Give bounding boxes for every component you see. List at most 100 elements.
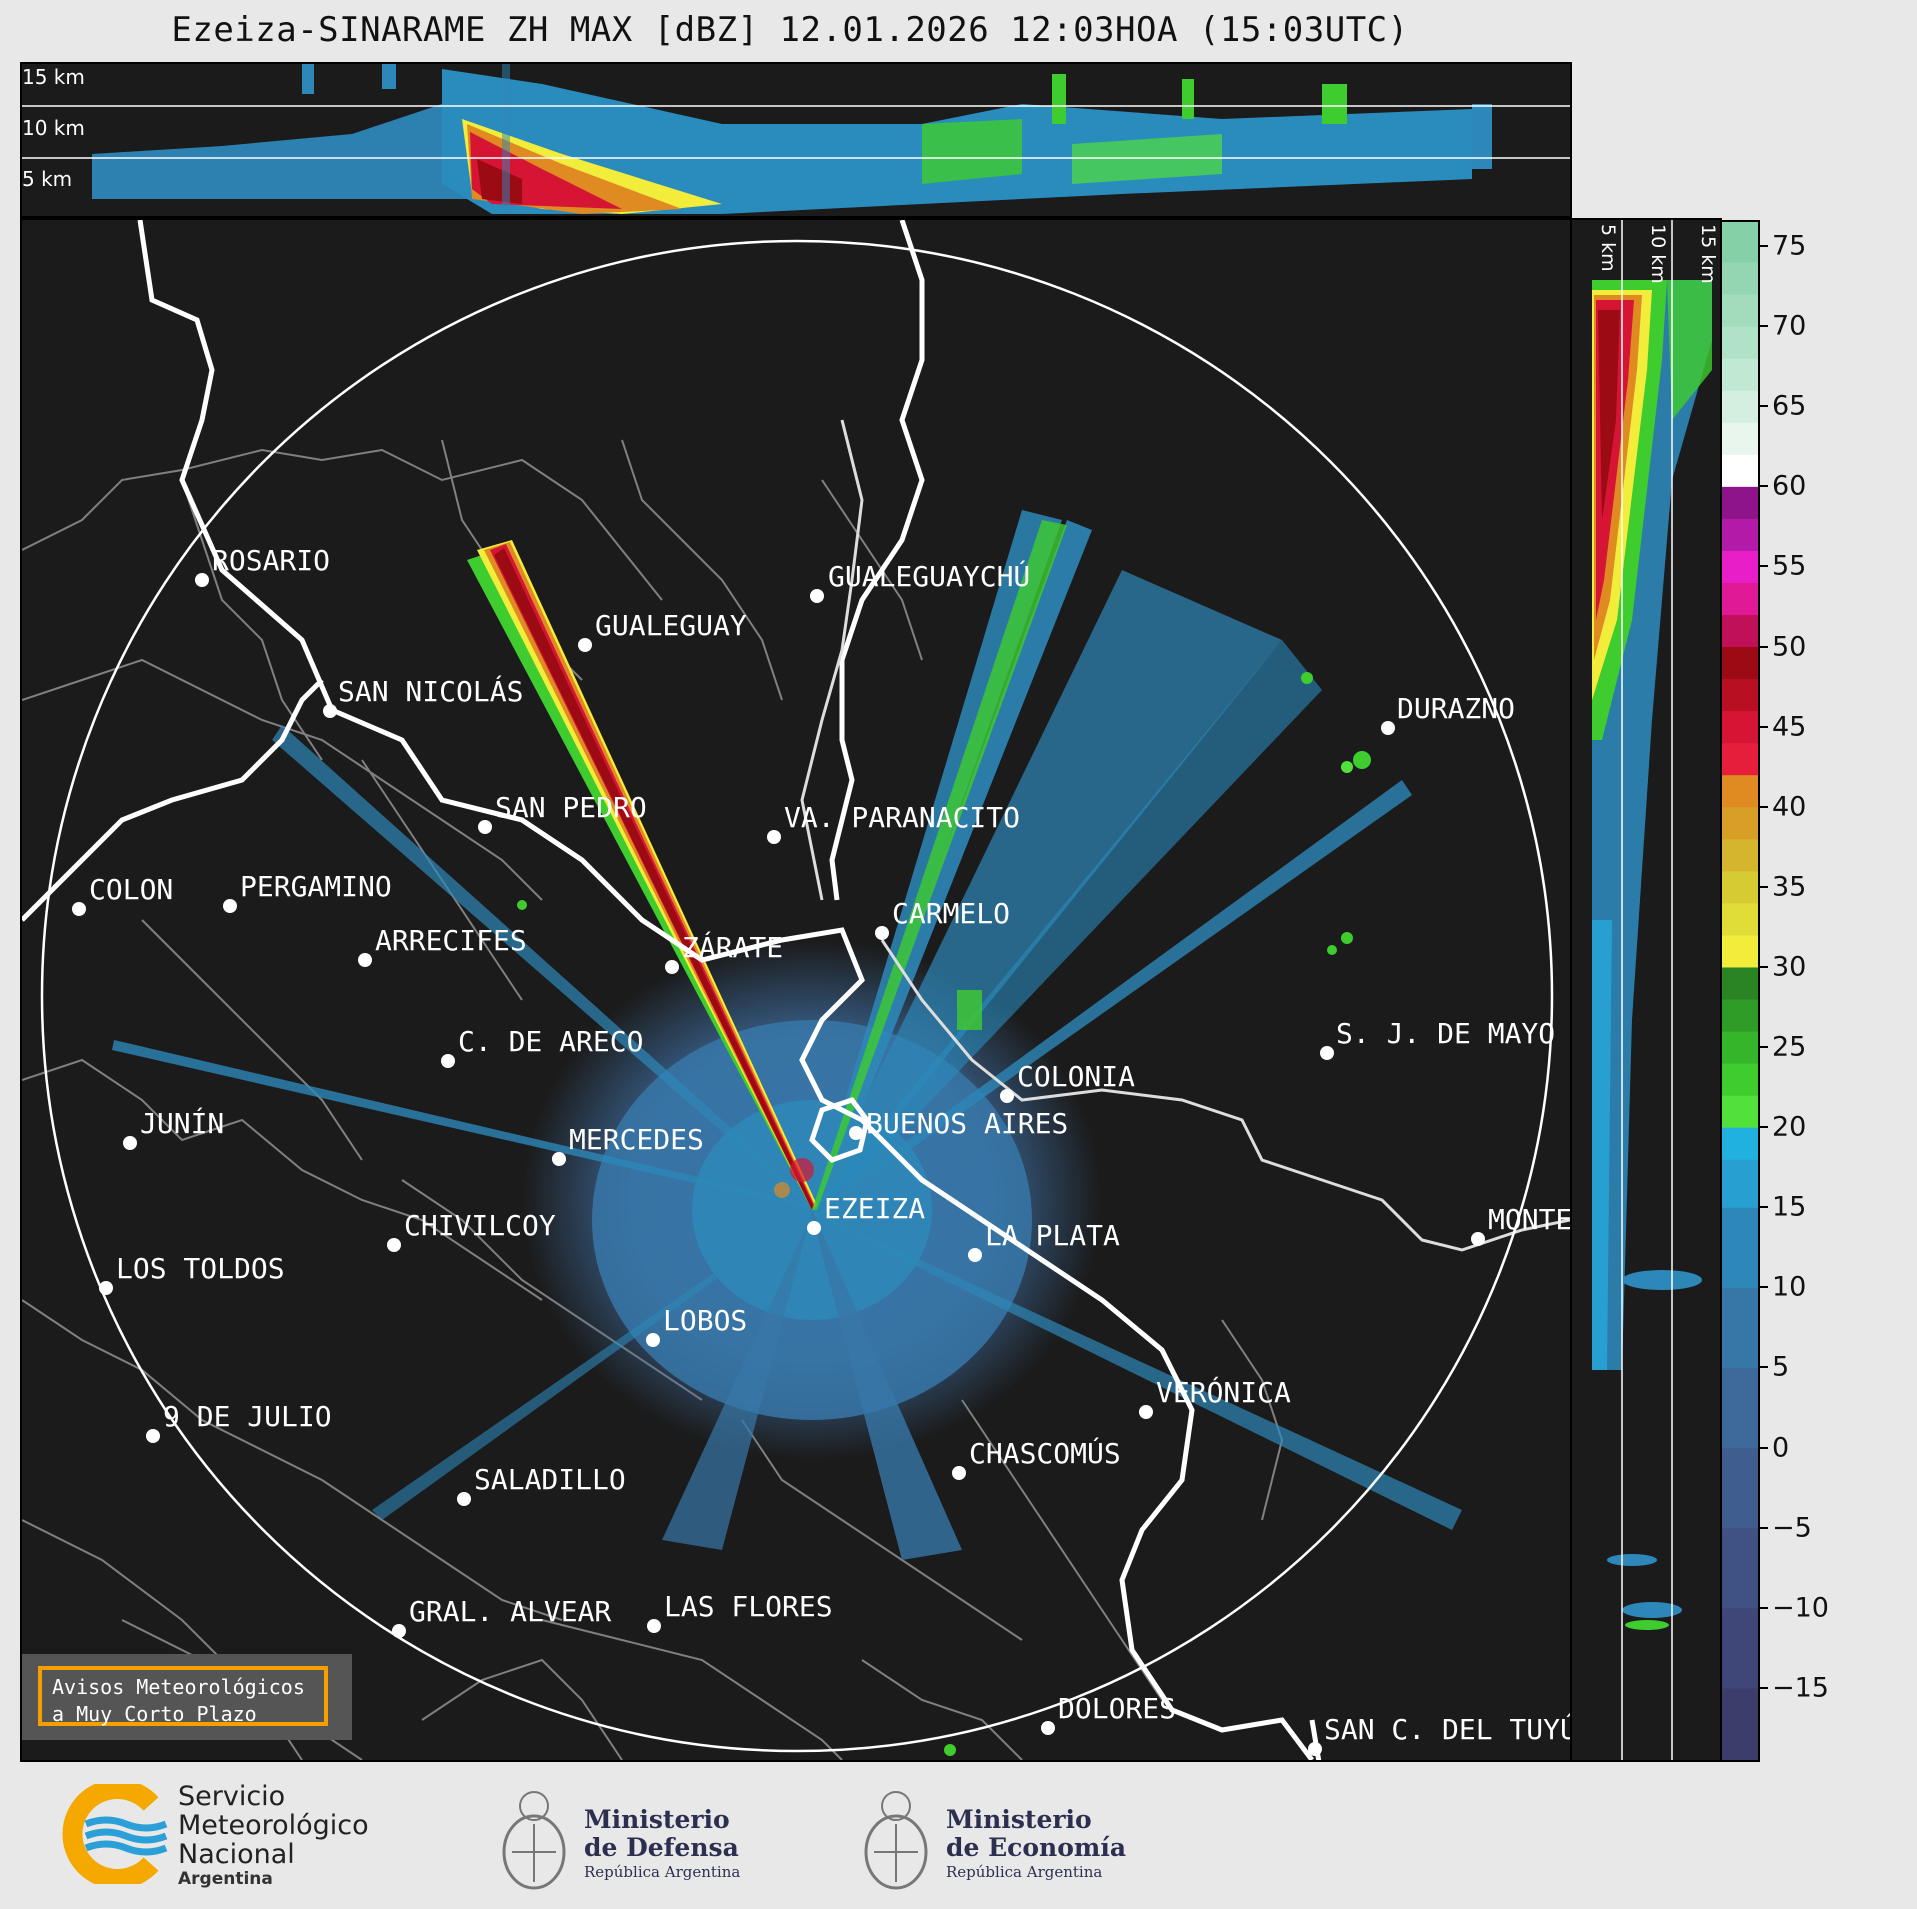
city-marker[interactable]: LOBOS (646, 1304, 747, 1347)
colorbar-band (1722, 1687, 1758, 1761)
warnings-box[interactable]: Avisos Meteorológicos a Muy Corto Plazo (22, 1654, 352, 1740)
city-dot[interactable] (875, 926, 889, 940)
city-dot[interactable] (195, 573, 209, 587)
defensa-sub: República Argentina (584, 1863, 741, 1881)
city-dot[interactable] (123, 1136, 137, 1150)
city-marker[interactable]: ARRECIFES (358, 924, 527, 967)
city-dot[interactable] (478, 820, 492, 834)
city-dot[interactable] (810, 589, 824, 603)
city-dot[interactable] (72, 902, 86, 916)
city-dot[interactable] (849, 1126, 863, 1140)
economia-line-2: de Economía (946, 1833, 1127, 1862)
colorbar-band (1722, 1063, 1758, 1096)
city-dot[interactable] (99, 1281, 113, 1295)
city-marker[interactable]: SALADILLO (457, 1463, 626, 1506)
city-dot[interactable] (968, 1248, 982, 1262)
colorbar-tick-label: 70 (1772, 310, 1807, 342)
city-dot[interactable] (1000, 1089, 1014, 1103)
city-marker[interactable]: BUENOS AIRES (849, 1107, 1068, 1140)
city-marker[interactable]: DURAZNO (1381, 692, 1515, 735)
city-dot[interactable] (1041, 1721, 1055, 1735)
city-dot[interactable] (952, 1466, 966, 1480)
defensa-line-2: de Defensa (584, 1833, 739, 1862)
city-dot[interactable] (1320, 1046, 1334, 1060)
colorbar-tick (1758, 485, 1768, 488)
city-marker[interactable]: MONTEVIDEO (1471, 1203, 1570, 1246)
city-marker[interactable]: CARMELO (875, 897, 1010, 940)
city-label: JUNÍN (140, 1106, 224, 1140)
side-alt-label-5km: 5 km (1597, 224, 1619, 272)
city-dot[interactable] (1308, 1742, 1322, 1756)
city-marker[interactable]: GUALEGUAY (578, 609, 747, 652)
city-marker[interactable]: CHIVILCOY (387, 1209, 556, 1252)
city-marker[interactable]: EZEIZA (807, 1192, 925, 1235)
city-dot[interactable] (807, 1221, 821, 1235)
colorbar-tick (1758, 1366, 1768, 1369)
city-dot[interactable] (387, 1238, 401, 1252)
city-dot[interactable] (392, 1624, 406, 1638)
city-label: LAS FLORES (664, 1590, 833, 1623)
city-dot[interactable] (441, 1054, 455, 1068)
radar-map-panel[interactable]: ROSARIO GUALEGUAYCHÚ GUALEGUAY SAN NICOLÁS D… (20, 218, 1572, 1762)
city-marker[interactable]: C. DE ARECO (441, 1025, 643, 1068)
city-marker[interactable]: ROSARIO (195, 544, 330, 587)
colorbar-tick (1758, 1286, 1768, 1289)
colorbar-tick (1758, 1126, 1768, 1129)
city-dot[interactable] (1471, 1232, 1485, 1246)
city-dot[interactable] (1139, 1405, 1153, 1419)
economia-seal-icon (864, 1791, 928, 1890)
city-marker[interactable]: SAN PEDRO (478, 791, 647, 834)
city-marker[interactable]: PERGAMINO (223, 870, 392, 913)
city-marker[interactable]: LA PLATA (968, 1219, 1120, 1262)
colorbar-tick-label: 15 (1772, 1191, 1807, 1223)
colorbar-tick-label: 60 (1772, 470, 1807, 502)
city-marker[interactable]: GUALEGUAYCHÚ (810, 559, 1030, 603)
city-label: EZEIZA (824, 1192, 925, 1225)
city-marker[interactable]: MERCEDES (552, 1123, 704, 1166)
buenos-aires-outline (809, 1097, 870, 1163)
city-marker[interactable]: ZÁRATE (665, 930, 783, 974)
city-marker[interactable]: LOS TOLDOS (99, 1252, 285, 1295)
city-marker[interactable]: 9 DE JULIO (146, 1400, 332, 1443)
city-marker[interactable]: S. J. DE MAYO (1320, 1017, 1555, 1060)
city-dot[interactable] (1381, 721, 1395, 735)
warnings-link[interactable]: Avisos Meteorológicos a Muy Corto Plazo (38, 1666, 328, 1726)
colorbar-band (1722, 870, 1758, 904)
colorbar-tick-label: 75 (1772, 230, 1807, 262)
colorbar-band (1722, 710, 1758, 744)
colorbar-band (1722, 486, 1758, 519)
city-dot[interactable] (665, 960, 679, 974)
city-dot[interactable] (646, 1333, 660, 1347)
city-label: DOLORES (1058, 1692, 1176, 1725)
radar-echoes (112, 510, 1462, 1756)
city-dot[interactable] (647, 1619, 661, 1633)
city-dot[interactable] (578, 638, 592, 652)
colorbar-tick-label: 55 (1772, 550, 1807, 582)
city-marker[interactable]: CHASCOMÚS (952, 1436, 1121, 1480)
city-dot[interactable] (146, 1429, 160, 1443)
city-marker[interactable]: SAN NICOLÁS (323, 674, 523, 718)
colorbar-tick-label: 35 (1772, 871, 1807, 903)
city-dot[interactable] (552, 1152, 566, 1166)
colorbar-band (1722, 1527, 1758, 1609)
radar-map[interactable]: ROSARIO GUALEGUAYCHÚ GUALEGUAY SAN NICOLÁS D… (22, 220, 1570, 1760)
city-marker[interactable]: COLONIA (1000, 1060, 1135, 1103)
city-marker[interactable]: GRAL. ALVEAR (392, 1595, 611, 1638)
city-marker[interactable]: COLON (72, 873, 173, 916)
colorbar-tick-label: 30 (1772, 951, 1807, 983)
city-marker[interactable]: JUNÍN (123, 1106, 224, 1150)
city-marker[interactable]: VERÓNICA (1139, 1375, 1291, 1419)
city-label: LOS TOLDOS (116, 1252, 285, 1285)
city-marker[interactable]: SAN C. DEL TUYÚ (1308, 1712, 1570, 1756)
city-dot[interactable] (457, 1492, 471, 1506)
city-marker[interactable]: DOLORES (1041, 1692, 1176, 1735)
city-dot[interactable] (323, 704, 337, 718)
city-marker[interactable]: VA. PARANACITO (767, 801, 1020, 844)
city-dot[interactable] (358, 953, 372, 967)
city-label: ARRECIFES (375, 924, 527, 957)
city-dot[interactable] (767, 830, 781, 844)
city-marker[interactable]: LAS FLORES (647, 1590, 833, 1633)
city-dot[interactable] (223, 899, 237, 913)
colorbar-tick (1758, 1446, 1768, 1449)
colorbar-band (1722, 774, 1758, 808)
